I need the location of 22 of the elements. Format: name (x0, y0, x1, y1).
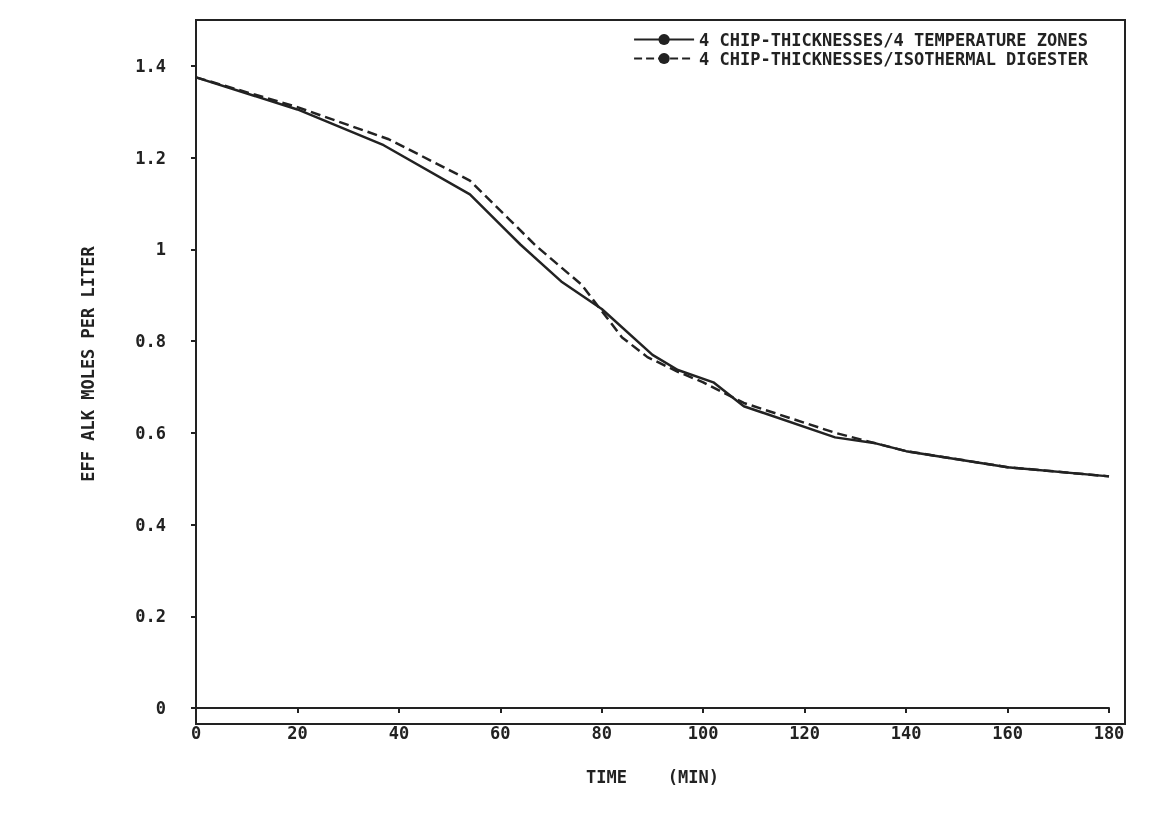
x-axis-title: TIME (MIN) (585, 766, 720, 787)
y-tick-label: 0.2 (135, 606, 166, 627)
x-tick-label: 180 (1093, 722, 1125, 743)
y-tick-label: 0 (155, 698, 166, 718)
y-tick-label: 1.2 (135, 147, 166, 168)
x-tick-label: 80 (591, 722, 613, 743)
x-tick-label: 100 (687, 722, 719, 743)
y-tick-label: 0.4 (135, 514, 166, 535)
y-tick-label: 0.6 (135, 422, 166, 443)
x-tick-label: 60 (490, 722, 511, 743)
x-tick-label: 120 (789, 722, 821, 743)
x-tick-label: 160 (992, 722, 1023, 743)
x-tick-label: 140 (890, 722, 922, 743)
y-axis-title: EFF ALK MOLES PER LITER (77, 245, 98, 482)
y-tick-label: 1.4 (135, 55, 166, 76)
x-tick-label: 0 (190, 722, 202, 743)
x-tick-label: 40 (388, 722, 410, 743)
legend-label: 4 CHIP-THICKNESSES/ISOTHERMAL DIGESTER (699, 48, 1089, 69)
x-tick-label: 20 (287, 722, 308, 743)
legend-label: 4 CHIP-THICKNESSES/4 TEMPERATURE ZONES (699, 29, 1089, 50)
y-tick-label: 0.8 (135, 331, 166, 352)
y-tick-label: 1 (155, 239, 166, 260)
